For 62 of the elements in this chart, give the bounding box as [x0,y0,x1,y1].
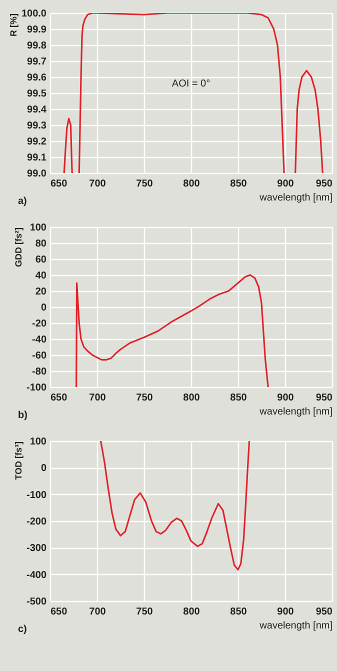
y-tick-label: 0 [40,302,47,314]
x-tick-label: 900 [277,606,294,618]
x-tick-label: 950 [316,606,333,618]
y-tick-label: -40 [32,334,47,346]
y-tick-label: 99.7 [27,56,47,68]
x-tick-label: 850 [230,178,248,190]
x-tick-label: 750 [136,606,154,618]
y-axis-title: R [%] [8,14,18,36]
y-axis-title: GDD [fs²] [13,228,24,267]
x-tick-label: 750 [136,392,154,404]
y-tick-label: -60 [32,350,47,362]
x-tick-label: 750 [136,178,154,190]
x-tick-label: 650 [50,392,68,404]
y-tick-label: -300 [26,543,47,554]
x-tick-label: 700 [89,392,106,404]
x-tick-label: 800 [183,392,200,404]
x-tick-label: 700 [89,606,106,618]
y-tick-label: -100 [26,382,47,394]
y-tick-label: 99.0 [27,168,47,180]
x-tick-label: 850 [230,606,248,618]
y-tick-label: 80 [35,238,47,250]
x-tick-label: 650 [50,606,68,618]
x-axis-title: wavelength [nm] [258,406,333,418]
line-series [100,441,250,571]
y-tick-label: -80 [32,366,47,378]
y-tick-label: 99.2 [27,136,47,148]
y-tick-label: 100 [30,436,47,448]
text: c) [18,624,27,635]
y-tick-label: 99.5 [27,88,47,100]
y-tick-label: -20 [32,318,47,330]
y-tick-label: 99.4 [27,104,47,116]
y-tick-label: 99.3 [27,120,47,132]
text: a) [18,196,27,207]
x-tick-label: 950 [316,178,333,190]
x-tick-label: 650 [50,178,68,190]
x-tick-label: 800 [183,178,200,190]
y-tick-label: 20 [35,286,47,298]
y-tick-label: 99.6 [27,72,47,84]
y-tick-label: 99.9 [27,24,47,36]
y-tick-label: -200 [26,516,47,528]
y-tick-label: 100.0 [21,8,47,20]
x-tick-label: 900 [277,392,294,404]
y-tick-label: 0 [40,463,47,474]
x-tick-label: 850 [230,392,248,404]
y-tick-label: 99.8 [27,40,47,52]
y-tick-label: -100 [26,490,47,501]
x-tick-label: 800 [183,606,200,618]
y-tick-label: -400 [26,570,47,581]
y-tick-label: 99.1 [27,152,47,164]
x-tick-label: 950 [316,392,333,404]
line-series [76,274,269,387]
y-tick-label: -500 [26,596,47,608]
annotation: AOI = 0° [172,78,210,90]
text: b) [18,410,28,421]
x-axis-title: wavelength [nm] [258,192,333,204]
y-tick-label: 40 [35,270,47,282]
x-tick-label: 700 [89,178,106,190]
y-axis-title: TOD [fs³] [13,442,24,480]
x-tick-label: 900 [277,178,294,190]
y-tick-label: 60 [35,254,47,266]
x-axis-title: wavelength [nm] [258,620,333,632]
y-tick-label: 100 [30,222,47,234]
